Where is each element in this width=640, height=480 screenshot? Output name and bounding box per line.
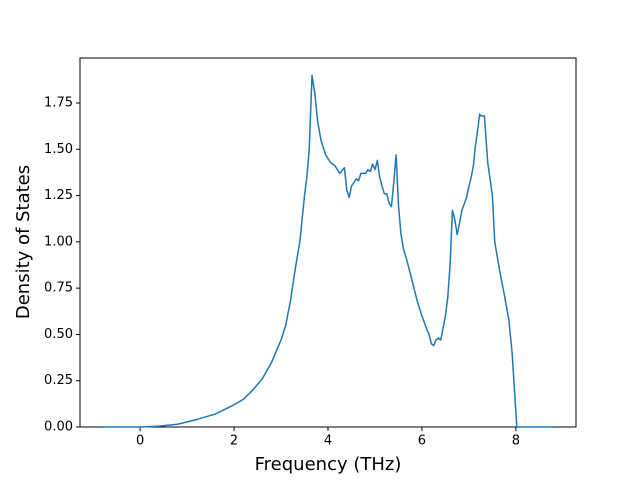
y-tick-label: 0.50 <box>44 327 73 342</box>
y-tick-label: 1.75 <box>44 95 73 110</box>
y-tick-label: 0.75 <box>44 281 73 296</box>
plot-frame <box>79 57 577 428</box>
y-tick-label: 1.50 <box>44 142 73 157</box>
y-axis-label: Density of States <box>13 165 34 319</box>
x-tick-label: 2 <box>230 434 238 449</box>
y-tick-label: 0.00 <box>44 420 73 435</box>
x-tick-label: 8 <box>512 434 520 449</box>
x-tick-label: 4 <box>324 434 332 449</box>
y-tick-label: 1.00 <box>44 234 73 249</box>
y-tick-label: 0.25 <box>44 373 73 388</box>
y-tick-label: 1.25 <box>44 188 73 203</box>
x-tick-label: 6 <box>418 434 426 449</box>
x-axis-label: Frequency (THz) <box>255 454 402 475</box>
dos-line <box>102 74 554 428</box>
x-tick-label: 0 <box>136 434 144 449</box>
